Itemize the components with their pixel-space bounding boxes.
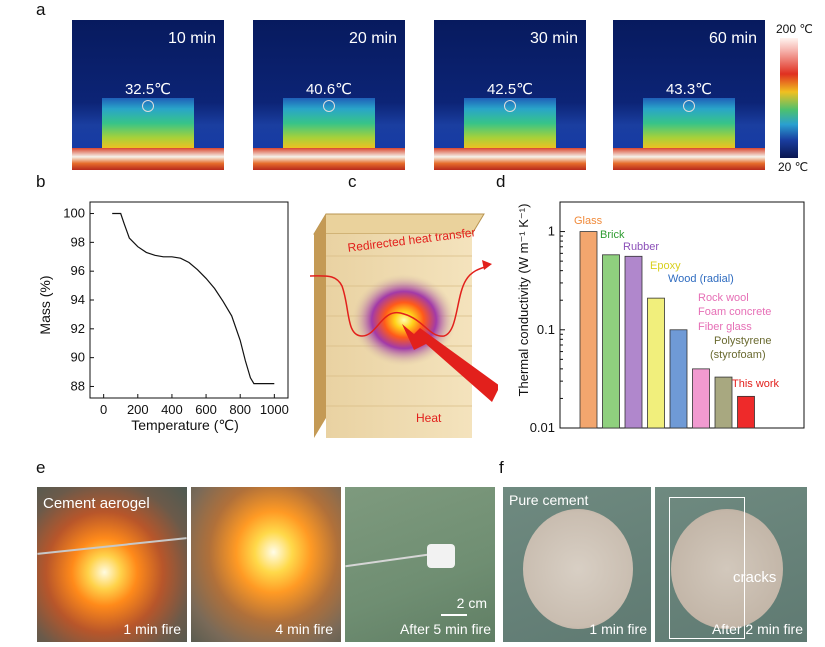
tweezer [345, 552, 435, 568]
tc-bar-label: Glass [574, 215, 603, 227]
tga-ylabel: Mass (%) [37, 275, 53, 334]
tga-chart: Mass (%) Temperature (℃) 0 200 400 600 800 10… [37, 201, 289, 433]
tc-bar-brick [602, 254, 620, 429]
tga-xtick-label: 600 [195, 402, 217, 417]
tga-ytick-label: 100 [63, 206, 85, 221]
tc-bar-label: Rock wool [698, 292, 749, 304]
photo-aerogel-after: 2 cm After 5 min fire [345, 487, 495, 642]
tc-bar-rubber [624, 255, 643, 429]
thermal-time: 10 min [167, 30, 216, 47]
tc-bar-label: Foam concrete [698, 306, 771, 318]
heat-flow-arrowhead [482, 260, 492, 270]
heat-arrow [402, 324, 498, 402]
tga-xtick-label: 800 [229, 402, 251, 417]
tc-bar-label: Rubber [623, 241, 659, 253]
tc-bar-label-extra: (styrofoam) [710, 349, 766, 361]
tga-ytick-label: 92 [71, 321, 85, 336]
panel-label-e: e [36, 458, 46, 477]
photo-e-caption-2: 4 min fire [275, 621, 333, 637]
tc-bar-rock-wool [692, 368, 710, 429]
tga-xtick-label: 200 [127, 402, 149, 417]
crack-region-box [669, 497, 745, 639]
photo-e-caption-3: After 5 min fire [399, 621, 491, 637]
cement-disc [523, 509, 633, 629]
panel-label-c: c [348, 172, 357, 191]
thermal-temp: 43.3℃ [665, 81, 713, 98]
photo-f-label: Pure cement [509, 492, 589, 508]
thermal-time: 20 min [348, 30, 397, 47]
colorbar-min-label: 20 ℃ [778, 160, 809, 174]
tga-series-line [112, 212, 275, 385]
panel-label-f: f [499, 458, 504, 477]
tga-ytick-label: 96 [71, 263, 85, 278]
temperature-colorbar [780, 38, 798, 158]
tga-ytick-label: 88 [71, 378, 85, 393]
tc-ytick-label: 1 [548, 224, 555, 239]
tc-bar-polystyrene [714, 376, 733, 429]
photo-f-caption-1: 1 min fire [589, 621, 647, 637]
tga-xtick-label: 0 [100, 402, 107, 417]
block-side-face [314, 214, 326, 438]
thermal-temp: 40.6℃ [305, 81, 353, 98]
thermal-temp: 32.5℃ [124, 81, 172, 98]
panel-label-b: b [36, 172, 46, 191]
thermal-time: 60 min [708, 30, 757, 47]
tc-bar-label: Fiber glass [698, 321, 752, 333]
thermal-image-20min: 20 min 40.6℃ [253, 20, 405, 170]
tc-bar-glass [579, 231, 598, 429]
colorbar-max-label: 200 ℃ [776, 22, 813, 36]
thermal-time: 30 min [529, 30, 578, 47]
heat-flow-path [309, 265, 489, 337]
tc-bar-label: Wood (radial) [668, 273, 734, 285]
tga-xtick-label: 1000 [260, 402, 289, 417]
tc-bar-wood-radial- [669, 329, 688, 429]
thermal-image-10min: 10 min 32.5℃ [72, 20, 224, 170]
tga-ytick-label: 94 [71, 292, 85, 307]
scale-bar [441, 614, 467, 616]
photo-aerogel-4min: 4 min fire [191, 487, 341, 642]
tc-bar-label: Epoxy [650, 260, 681, 272]
tc-ytick-label: 0.1 [537, 322, 555, 337]
tga-ytick-label: 90 [71, 350, 85, 365]
tga-xtick-label: 400 [161, 402, 183, 417]
photo-e-caption-1: 1 min fire [123, 621, 181, 637]
photo-e-label: Cement aerogel [43, 495, 150, 512]
photo-cement-2min: cracks After 2 min fire [655, 487, 807, 642]
tc-ytick-label: 0.01 [530, 420, 555, 435]
scale-bar-label: 2 cm [456, 595, 487, 611]
aerogel-sample [427, 544, 455, 568]
thermal-conductivity-chart: Thermal conductivity (W m⁻¹ K⁻¹) 0.01 0.1… [516, 201, 805, 435]
thermal-temp: 42.5℃ [486, 81, 534, 98]
tc-bar-epoxy [647, 297, 665, 429]
tga-ytick-label: 98 [71, 234, 85, 249]
heat-schematic: Redirected heat transfer Heat [309, 213, 498, 438]
tga-xlabel: Temperature (℃) [131, 417, 239, 433]
tga-plot-frame [89, 201, 289, 399]
photo-cement-1min: Pure cement 1 min fire [503, 487, 651, 642]
thermal-image-60min: 60 min 43.3℃ [613, 20, 765, 170]
cracks-label: cracks [733, 569, 777, 586]
photo-f-caption-2: After 2 min fire [711, 621, 803, 637]
panel-label-a: a [36, 0, 46, 19]
tc-ylabel: Thermal conductivity (W m⁻¹ K⁻¹) [516, 204, 531, 397]
photo-aerogel-1min: Cement aerogel 1 min fire [37, 487, 187, 642]
tc-bar-label: This work [732, 378, 780, 390]
tc-bar-label: Brick [600, 229, 625, 241]
heat-label: Heat [416, 411, 442, 425]
tc-bar-this-work [737, 395, 755, 429]
tweezer [37, 537, 187, 555]
tc-bar-label: Polystyrene [714, 335, 771, 347]
cement-disc [671, 509, 783, 629]
panel-label-d: d [496, 172, 506, 191]
thermal-image-30min: 30 min 42.5℃ [434, 20, 586, 170]
